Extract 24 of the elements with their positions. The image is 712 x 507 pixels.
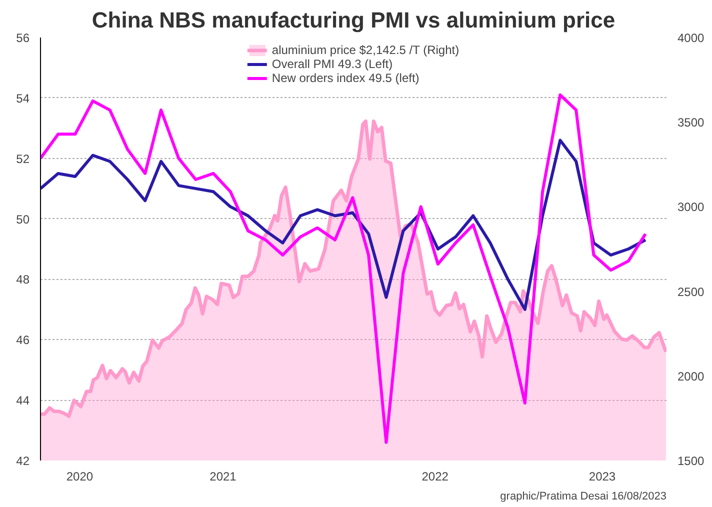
legend-label: New orders index 49.5 (left) (272, 71, 420, 85)
y-tick-label: 50 (16, 212, 30, 226)
y2-tick-label: 1500 (678, 454, 705, 468)
y2-tick-label: 3000 (678, 200, 705, 214)
y-tick-label: 42 (16, 454, 30, 468)
y-tick-label: 56 (16, 31, 30, 45)
text: graphic/Pratima Desai 16/08/2023 (500, 490, 667, 502)
y2-tick-label: 3500 (678, 116, 705, 130)
y-tick-label: 48 (16, 272, 30, 287)
y-tick-label: 44 (16, 394, 30, 408)
chart-title: China NBS manufacturing PMI vs aluminium price (92, 8, 616, 32)
legend-label: Overall PMI 49.3 (Left) (272, 57, 393, 71)
y2-tick-label: 2000 (678, 369, 705, 384)
line-series (40, 138, 647, 311)
legend-label: aluminium price $2,142.5 /T (Right) (272, 43, 460, 57)
x-tick-label: 2022 (422, 470, 449, 484)
x-tick-label: 2021 (210, 470, 237, 484)
y-tick-label: 46 (16, 333, 30, 348)
y-tick-label: 54 (16, 91, 30, 106)
y2-tick-label: 4000 (678, 31, 705, 45)
x-tick-label: 2020 (66, 470, 94, 484)
y2-tick-label: 2500 (678, 284, 705, 299)
x-tick-label: 2023 (588, 470, 616, 484)
y-tick-label: 52 (16, 152, 30, 166)
